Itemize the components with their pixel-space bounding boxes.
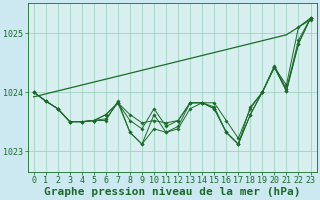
X-axis label: Graphe pression niveau de la mer (hPa): Graphe pression niveau de la mer (hPa) [44, 186, 300, 197]
